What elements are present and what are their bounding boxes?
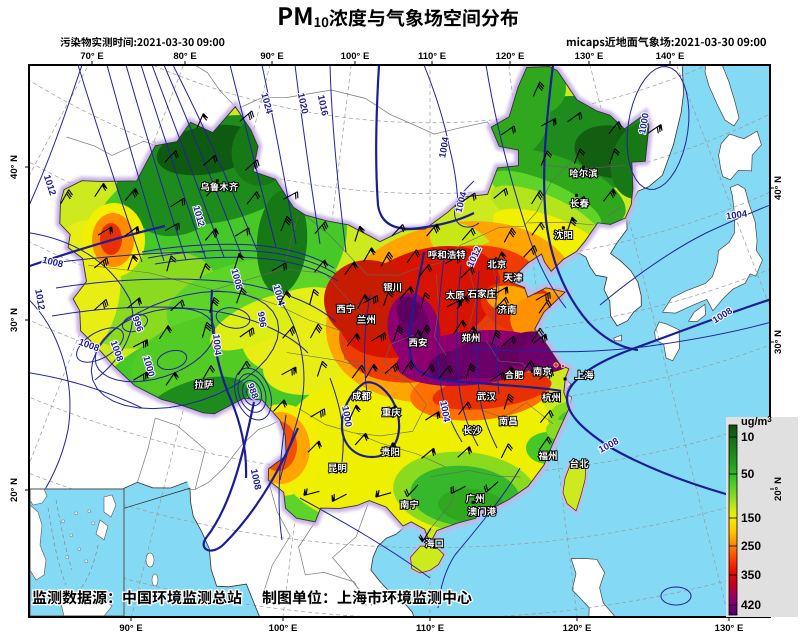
svg-text:1024: 1024 xyxy=(258,92,274,116)
svg-text:350: 350 xyxy=(741,568,761,582)
svg-text:110° E: 110° E xyxy=(416,623,444,634)
svg-text:1004: 1004 xyxy=(437,136,452,159)
svg-text:100° E: 100° E xyxy=(341,51,370,62)
svg-text:140° E: 140° E xyxy=(656,51,685,62)
svg-text:1016: 1016 xyxy=(315,94,330,117)
svg-text:1020: 1020 xyxy=(295,92,310,115)
svg-text:ug/m3: ug/m3 xyxy=(741,415,772,428)
svg-text:1004: 1004 xyxy=(725,209,748,223)
svg-text:20° N: 20° N xyxy=(9,478,20,502)
svg-text:130° E: 130° E xyxy=(715,623,744,634)
svg-text:10: 10 xyxy=(741,430,755,444)
svg-text:120° E: 120° E xyxy=(563,623,592,634)
svg-text:120° E: 120° E xyxy=(496,51,525,62)
svg-text:50: 50 xyxy=(741,467,755,481)
svg-text:1000: 1000 xyxy=(637,112,652,135)
svg-text:80° E: 80° E xyxy=(173,51,196,62)
svg-text:1012: 1012 xyxy=(32,288,47,311)
svg-text:420: 420 xyxy=(741,598,761,612)
svg-text:30° N: 30° N xyxy=(9,308,20,332)
svg-text:250: 250 xyxy=(741,539,761,553)
svg-text:1004: 1004 xyxy=(210,334,223,357)
svg-text:70° E: 70° E xyxy=(80,51,103,62)
svg-text:90° E: 90° E xyxy=(260,51,283,62)
svg-text:130° E: 130° E xyxy=(575,51,604,62)
svg-text:1008: 1008 xyxy=(41,255,64,271)
svg-text:40° N: 40° N xyxy=(773,176,784,200)
svg-text:110° E: 110° E xyxy=(418,51,446,62)
svg-text:90° E: 90° E xyxy=(119,623,142,634)
svg-text:996: 996 xyxy=(255,311,269,329)
svg-text:30° N: 30° N xyxy=(773,330,784,354)
svg-text:40° N: 40° N xyxy=(9,155,20,179)
svg-text:150: 150 xyxy=(741,511,761,525)
svg-text:20° N: 20° N xyxy=(773,477,784,501)
svg-text:1004: 1004 xyxy=(437,400,452,423)
svg-text:1000: 1000 xyxy=(339,405,354,428)
svg-text:996: 996 xyxy=(129,315,145,334)
svg-text:1008: 1008 xyxy=(248,468,263,491)
svg-text:100° E: 100° E xyxy=(269,623,298,634)
